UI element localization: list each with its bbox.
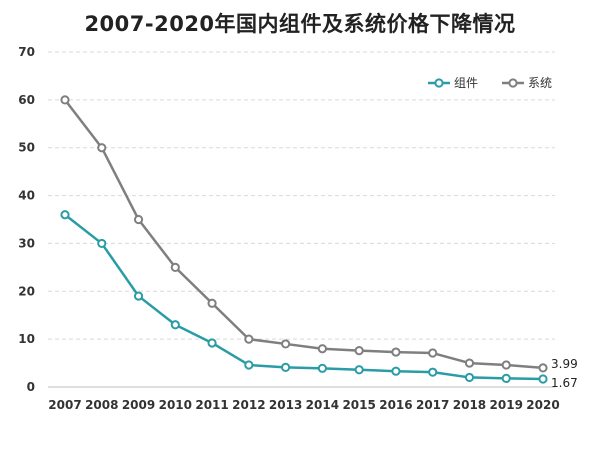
data-point xyxy=(538,363,548,373)
chart-title: 2007-2020年国内组件及系统价格下降情况 xyxy=(84,12,516,36)
gridlines xyxy=(48,51,555,340)
data-point xyxy=(244,360,254,370)
legend-label: 组件 xyxy=(454,76,478,90)
x-tick-label: 2018 xyxy=(453,398,486,412)
y-tick-label: 50 xyxy=(18,141,35,155)
data-point xyxy=(207,298,217,308)
data-point xyxy=(281,362,291,372)
data-point xyxy=(428,348,438,358)
data-point xyxy=(60,210,70,220)
data-point xyxy=(354,365,364,375)
series-line-0 xyxy=(64,213,544,381)
data-point xyxy=(133,291,144,301)
data-point xyxy=(97,143,107,153)
data-point xyxy=(170,320,180,330)
data-point xyxy=(244,334,254,344)
data-point xyxy=(464,372,475,383)
x-tick-label: 2014 xyxy=(306,398,339,412)
x-tick-label: 2009 xyxy=(122,398,155,412)
data-point xyxy=(464,358,475,368)
data-point xyxy=(133,214,144,225)
series xyxy=(60,95,548,384)
legend: 组件 系统 xyxy=(428,76,552,90)
legend-marker xyxy=(434,78,444,88)
data-point xyxy=(501,373,511,383)
data-point xyxy=(391,347,401,357)
data-point xyxy=(207,338,217,348)
data-point xyxy=(538,374,548,384)
y-tick-label: 60 xyxy=(18,93,35,107)
data-point xyxy=(317,363,327,373)
labels: 0 10 20 30 40 50 60 70 2007 2008 2009 2010 2011 2012 2… xyxy=(18,45,577,412)
data-point xyxy=(428,367,438,377)
legend-label: 系统 xyxy=(528,76,552,90)
y-tick-label: 30 xyxy=(18,236,35,250)
x-tick-label: 2012 xyxy=(232,398,265,412)
x-tick-label: 2008 xyxy=(85,398,118,412)
x-tick-label: 2010 xyxy=(159,398,192,412)
x-tick-label: 2011 xyxy=(195,398,228,412)
data-point xyxy=(170,262,180,272)
data-point xyxy=(317,344,327,354)
x-tick-label: 2007 xyxy=(48,398,81,412)
data-point xyxy=(501,360,511,370)
data-point xyxy=(281,339,291,349)
x-tick-label: 2013 xyxy=(269,398,302,412)
data-point xyxy=(97,238,107,249)
x-tick-label: 2015 xyxy=(342,398,375,412)
x-tick-label: 2019 xyxy=(490,398,523,412)
y-tick-label: 20 xyxy=(18,284,35,298)
y-tick-label: 70 xyxy=(18,45,35,59)
x-tick-label: 2016 xyxy=(379,398,412,412)
end-value-label: 1.67 xyxy=(551,376,578,390)
x-tick-label: 2017 xyxy=(416,398,449,412)
data-point xyxy=(60,95,70,105)
y-tick-label: 40 xyxy=(18,189,35,203)
y-tick-label: 0 xyxy=(27,380,35,394)
legend-marker xyxy=(508,78,518,88)
series-line-1 xyxy=(64,99,544,370)
data-point xyxy=(354,346,364,356)
end-value-label: 3.99 xyxy=(551,357,578,371)
x-tick-label: 2020 xyxy=(526,398,559,412)
data-point xyxy=(391,366,401,376)
y-tick-label: 10 xyxy=(18,332,35,346)
